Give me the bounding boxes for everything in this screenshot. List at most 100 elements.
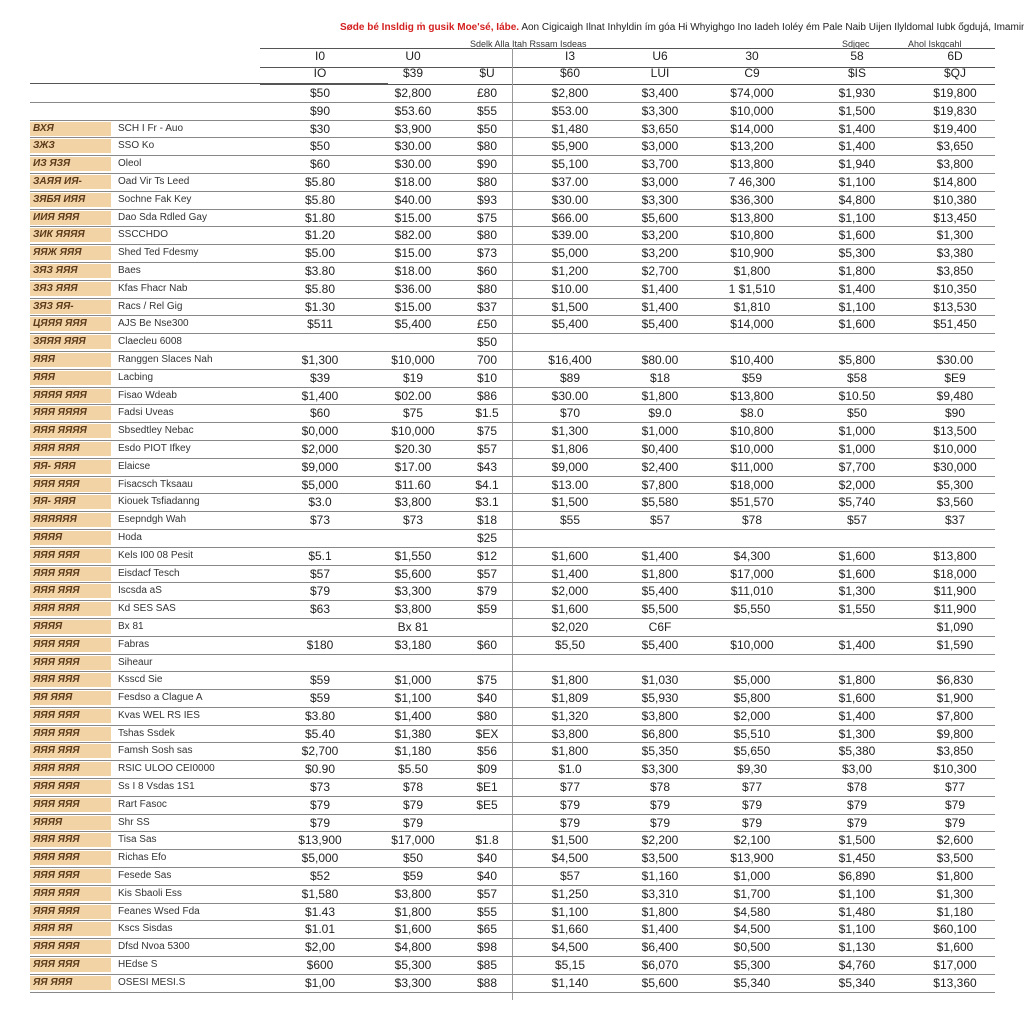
value-cell: $1,400 bbox=[551, 566, 589, 581]
value-cell: $13,200 bbox=[730, 139, 774, 154]
row-description: Shr SS bbox=[118, 816, 150, 828]
row-code: ЯЯ- ЯЯЯ bbox=[30, 495, 111, 510]
value-cell: $30.00 bbox=[394, 139, 432, 154]
value-cell: $10.50 bbox=[838, 388, 876, 403]
value-cell: $10,900 bbox=[730, 246, 774, 261]
column-header: IO bbox=[313, 66, 327, 80]
value-cell: $65 bbox=[476, 922, 498, 937]
value-cell: $18 bbox=[649, 370, 671, 385]
table-row: $50 $2,800 £80 $2,800 $3,400 $74,000 $1,930 $19… bbox=[30, 85, 995, 103]
value-cell: $1,100 bbox=[838, 174, 876, 189]
value-cell: $3,300 bbox=[641, 103, 679, 118]
value-cell: $1.20 bbox=[304, 228, 336, 243]
row-code: ИЗ ЯЗЯ bbox=[30, 157, 111, 172]
row-description: Oleol bbox=[118, 158, 142, 170]
row-code: ЗЖЗ bbox=[30, 139, 111, 154]
value-cell: $1,200 bbox=[551, 263, 589, 278]
row-description: Claecleu 6008 bbox=[118, 336, 182, 348]
row-description: Kiouek Tsfiadanng bbox=[118, 496, 200, 508]
row-code: ЯЯЯ ЯЯЯЯ bbox=[30, 406, 111, 421]
row-description: SCH I Fr - Auo bbox=[118, 122, 184, 134]
value-cell: $1,000 bbox=[838, 424, 876, 439]
row-description: Kscs Sisdas bbox=[118, 923, 173, 935]
document-title: Søde bé Insldig ṁ gusik Moe'sé, Iábe. Ao… bbox=[340, 22, 1024, 33]
title-text: Aon Cigicaigh Ilnat Inhyldin ím góa Hi W… bbox=[521, 22, 1024, 33]
value-cell: $7,800 bbox=[641, 477, 679, 492]
value-cell: $1,600 bbox=[838, 691, 876, 706]
value-cell: $30.00 bbox=[551, 388, 589, 403]
value-cell: $5,400 bbox=[394, 317, 432, 332]
value-cell: $14,000 bbox=[730, 317, 774, 332]
value-cell: $40 bbox=[476, 691, 498, 706]
value-cell: $80.00 bbox=[641, 352, 679, 367]
value-cell: $79 bbox=[402, 797, 424, 812]
table-row: ЯЯЯ ЯЯЯЯ Fadsi Uveas $60 $75 $1.5 $70 $9.0 $8.0… bbox=[30, 405, 995, 424]
value-cell: $4,800 bbox=[838, 192, 876, 207]
value-cell: $79 bbox=[309, 797, 331, 812]
value-cell: $90 bbox=[309, 103, 331, 118]
value-cell: $10,380 bbox=[933, 192, 977, 207]
subheader-main: Sdelk Alla Itah Rssam Isdeas bbox=[470, 39, 587, 49]
value-cell: $85 bbox=[476, 958, 498, 973]
value-cell: $4,500 bbox=[551, 940, 589, 955]
row-code: ЗЯБЯ ИЯЯ bbox=[30, 192, 111, 207]
value-cell: $1.01 bbox=[304, 922, 336, 937]
row-description: SSCCHDO bbox=[118, 229, 169, 241]
value-cell: $1,300 bbox=[838, 726, 876, 741]
row-code bbox=[30, 86, 111, 100]
column-header: I3 bbox=[564, 49, 575, 63]
value-cell: $10,000 bbox=[730, 103, 774, 118]
value-cell: $1,550 bbox=[394, 548, 432, 563]
value-cell: $4,580 bbox=[733, 904, 771, 919]
value-cell: $1,400 bbox=[838, 139, 876, 154]
value-cell: $1.5 bbox=[475, 406, 499, 421]
row-code: ЯЯЯ bbox=[30, 352, 111, 367]
value-cell: $2,000 bbox=[301, 441, 339, 456]
value-cell: $3,900 bbox=[394, 121, 432, 136]
value-cell: $5,340 bbox=[733, 975, 771, 990]
value-cell: $57 bbox=[846, 513, 868, 528]
value-cell: $1,500 bbox=[838, 833, 876, 848]
value-cell: $3,310 bbox=[641, 886, 679, 901]
table-row: ЯЯЯ ЯЯЯ Kd SES SAS $63 $3,800 $59 $1,600 $5,50… bbox=[30, 601, 995, 619]
value-cell: $3,800 bbox=[641, 708, 679, 723]
row-description: Hoda bbox=[118, 531, 142, 543]
value-cell: $17.00 bbox=[394, 459, 432, 474]
table-row: ЯЯЯ ЯЯЯ Siheaur bbox=[30, 655, 995, 673]
value-cell: $5,400 bbox=[551, 317, 589, 332]
row-description: Racs / Rel Gig bbox=[118, 300, 183, 312]
value-cell: $5,15 bbox=[554, 958, 586, 973]
value-cell: $12 bbox=[476, 548, 498, 563]
value-cell: $73 bbox=[402, 513, 424, 528]
value-cell: $13,450 bbox=[933, 210, 977, 225]
row-code: ЯЯ ЯЯЯ bbox=[30, 975, 111, 990]
value-cell: $1,800 bbox=[936, 869, 974, 884]
value-cell: $4.1 bbox=[475, 477, 499, 492]
table-row: ЯЯЯ ЯЯЯ Kis Sbaoli Ess $1,580 $3,800 $57 $1,2… bbox=[30, 886, 995, 904]
value-cell: $1,930 bbox=[838, 86, 876, 100]
value-cell: 1 $1,510 bbox=[728, 281, 776, 296]
row-code: ЯЯЯ ЯЯЯ bbox=[30, 637, 111, 652]
value-cell: $1,480 bbox=[838, 904, 876, 919]
value-cell: $36,300 bbox=[730, 192, 774, 207]
value-cell: $79 bbox=[944, 815, 966, 830]
row-code: ЯЯ ЯЯЯ bbox=[30, 691, 111, 706]
table-row: ЗЯЗ ЯЯЯ Kfas Fhacr Nab $5.80 $36.00 $80 $10.0… bbox=[30, 281, 995, 299]
value-cell: $10,800 bbox=[730, 228, 774, 243]
spreadsheet-page: Søde bé Insldig ṁ gusik Moe'sé, Iábe. Ao… bbox=[30, 22, 1024, 1000]
value-cell: $57 bbox=[309, 566, 331, 581]
value-cell: $1,590 bbox=[936, 637, 974, 652]
value-cell: $1,100 bbox=[838, 886, 876, 901]
value-cell: $1.8 bbox=[475, 833, 499, 848]
row-description: Bx 81 bbox=[118, 620, 144, 632]
value-cell: $5,000 bbox=[301, 477, 339, 492]
value-cell: $50 bbox=[309, 86, 331, 100]
value-cell: $75 bbox=[476, 210, 498, 225]
subheader-2: Sdjgec bbox=[842, 39, 870, 49]
row-description: Famsh Sosh sas bbox=[118, 745, 193, 757]
column-header: C9 bbox=[744, 66, 760, 80]
value-cell: $3,800 bbox=[394, 602, 432, 617]
table-row: ЯЯЯ Lacbing $39 $19 $10 $89 $18 $59 $58 $E9 bbox=[30, 370, 995, 388]
value-cell: $80 bbox=[476, 139, 498, 154]
value-cell: $79 bbox=[846, 797, 868, 812]
